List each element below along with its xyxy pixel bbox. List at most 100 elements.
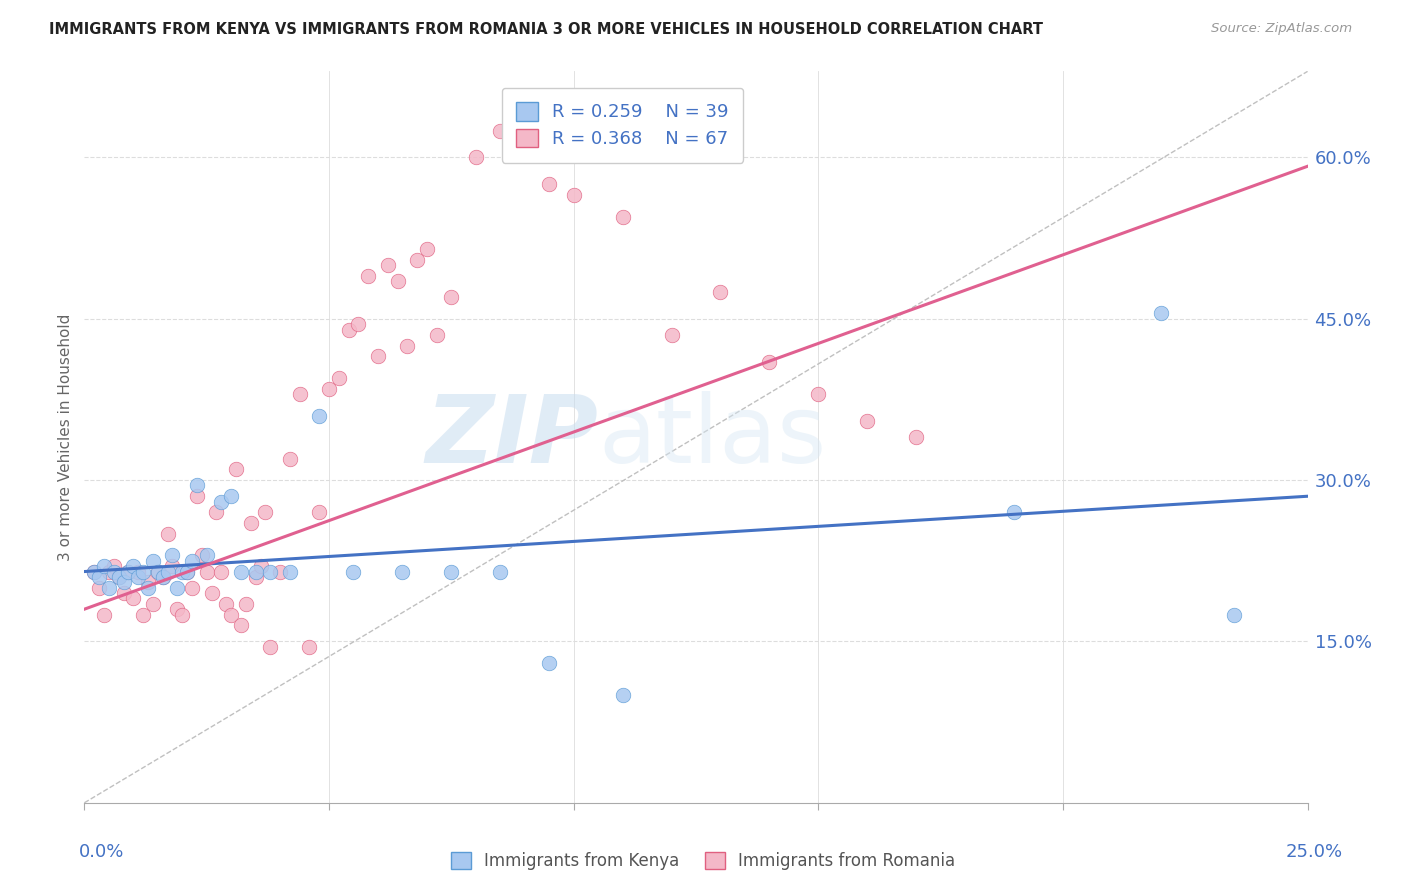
Point — [172, 565, 194, 579]
Point — [181, 554, 204, 568]
Point — [1223, 607, 1246, 622]
Point — [426, 327, 449, 342]
Point — [612, 210, 634, 224]
Point — [142, 597, 165, 611]
Point — [209, 494, 232, 508]
Point — [856, 414, 879, 428]
Point — [278, 451, 301, 466]
Text: 25.0%: 25.0% — [1286, 843, 1343, 861]
Point — [229, 618, 252, 632]
Point — [259, 640, 281, 654]
Point — [387, 274, 409, 288]
Point — [709, 285, 731, 299]
Point — [377, 258, 399, 272]
Point — [249, 559, 271, 574]
Point — [87, 570, 110, 584]
Point — [219, 607, 242, 622]
Point — [162, 559, 184, 574]
Point — [186, 478, 208, 492]
Point — [166, 581, 188, 595]
Point — [156, 565, 179, 579]
Point — [142, 554, 165, 568]
Point — [112, 586, 135, 600]
Point — [93, 559, 115, 574]
Point — [259, 565, 281, 579]
Point — [308, 409, 330, 423]
Point — [117, 565, 139, 579]
Point — [97, 565, 120, 579]
Point — [229, 565, 252, 579]
Point — [87, 581, 110, 595]
Point — [367, 350, 389, 364]
Point — [318, 382, 340, 396]
Point — [489, 123, 512, 137]
Point — [347, 317, 370, 331]
Point — [162, 549, 184, 563]
Point — [1002, 505, 1025, 519]
Point — [239, 516, 262, 530]
Point — [254, 505, 277, 519]
Point — [93, 607, 115, 622]
Point — [235, 597, 257, 611]
Y-axis label: 3 or more Vehicles in Household: 3 or more Vehicles in Household — [58, 313, 73, 561]
Point — [146, 565, 169, 579]
Point — [186, 489, 208, 503]
Point — [396, 338, 419, 352]
Point — [612, 688, 634, 702]
Point — [83, 565, 105, 579]
Point — [103, 565, 125, 579]
Point — [97, 581, 120, 595]
Point — [337, 322, 360, 336]
Point — [406, 252, 429, 267]
Point — [562, 188, 585, 202]
Text: 0.0%: 0.0% — [79, 843, 124, 861]
Point — [127, 565, 149, 579]
Point — [127, 570, 149, 584]
Point — [172, 607, 194, 622]
Point — [489, 565, 512, 579]
Point — [357, 268, 380, 283]
Point — [122, 559, 145, 574]
Legend: Immigrants from Kenya, Immigrants from Romania: Immigrants from Kenya, Immigrants from R… — [444, 845, 962, 877]
Point — [152, 570, 174, 584]
Point — [807, 387, 830, 401]
Point — [209, 565, 232, 579]
Point — [269, 565, 291, 579]
Point — [278, 565, 301, 579]
Point — [136, 575, 159, 590]
Point — [328, 371, 350, 385]
Point — [132, 607, 155, 622]
Point — [195, 549, 218, 563]
Point — [661, 327, 683, 342]
Point — [132, 565, 155, 579]
Point — [464, 150, 486, 164]
Point — [181, 581, 204, 595]
Point — [225, 462, 247, 476]
Text: IMMIGRANTS FROM KENYA VS IMMIGRANTS FROM ROMANIA 3 OR MORE VEHICLES IN HOUSEHOLD: IMMIGRANTS FROM KENYA VS IMMIGRANTS FROM… — [49, 22, 1043, 37]
Point — [205, 505, 228, 519]
Point — [308, 505, 330, 519]
Point — [440, 290, 463, 304]
Point — [195, 565, 218, 579]
Point — [391, 565, 413, 579]
Point — [440, 565, 463, 579]
Point — [215, 597, 238, 611]
Point — [416, 242, 439, 256]
Point — [758, 355, 780, 369]
Point — [122, 591, 145, 606]
Point — [538, 178, 561, 192]
Point — [112, 575, 135, 590]
Text: ZIP: ZIP — [425, 391, 598, 483]
Point — [191, 549, 214, 563]
Point — [905, 430, 928, 444]
Point — [166, 602, 188, 616]
Point — [156, 527, 179, 541]
Point — [538, 656, 561, 670]
Point — [117, 565, 139, 579]
Point — [176, 565, 198, 579]
Point — [107, 570, 129, 584]
Point — [288, 387, 311, 401]
Point — [245, 570, 267, 584]
Text: atlas: atlas — [598, 391, 827, 483]
Point — [219, 489, 242, 503]
